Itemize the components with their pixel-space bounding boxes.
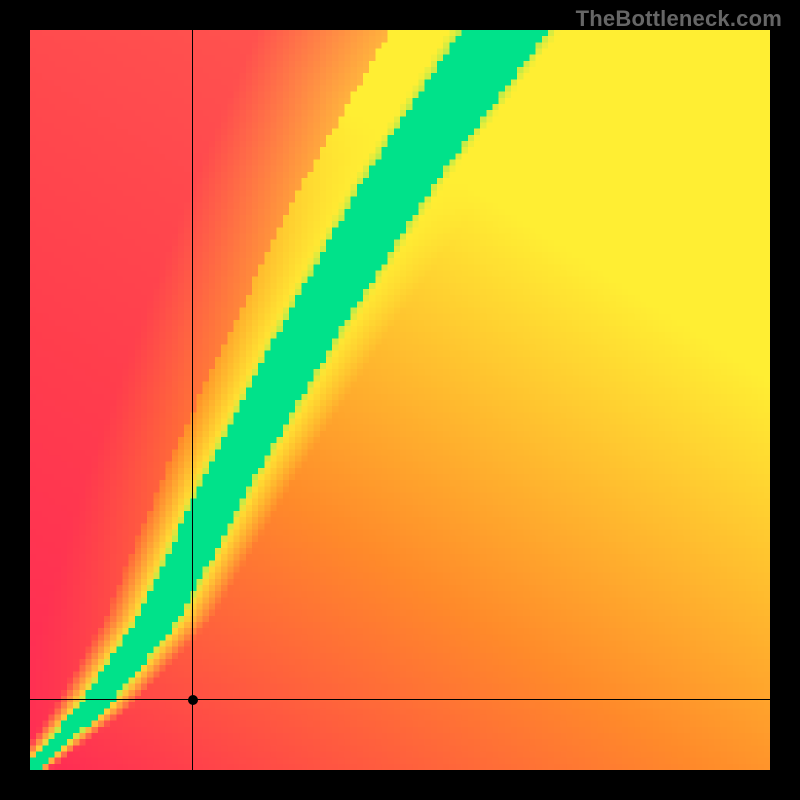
crosshair-horizontal xyxy=(30,699,770,700)
chart-container: TheBottleneck.com xyxy=(0,0,800,800)
bottleneck-heatmap xyxy=(30,30,770,770)
crosshair-marker xyxy=(188,695,198,705)
crosshair-vertical xyxy=(192,30,193,770)
watermark-text: TheBottleneck.com xyxy=(576,6,782,32)
